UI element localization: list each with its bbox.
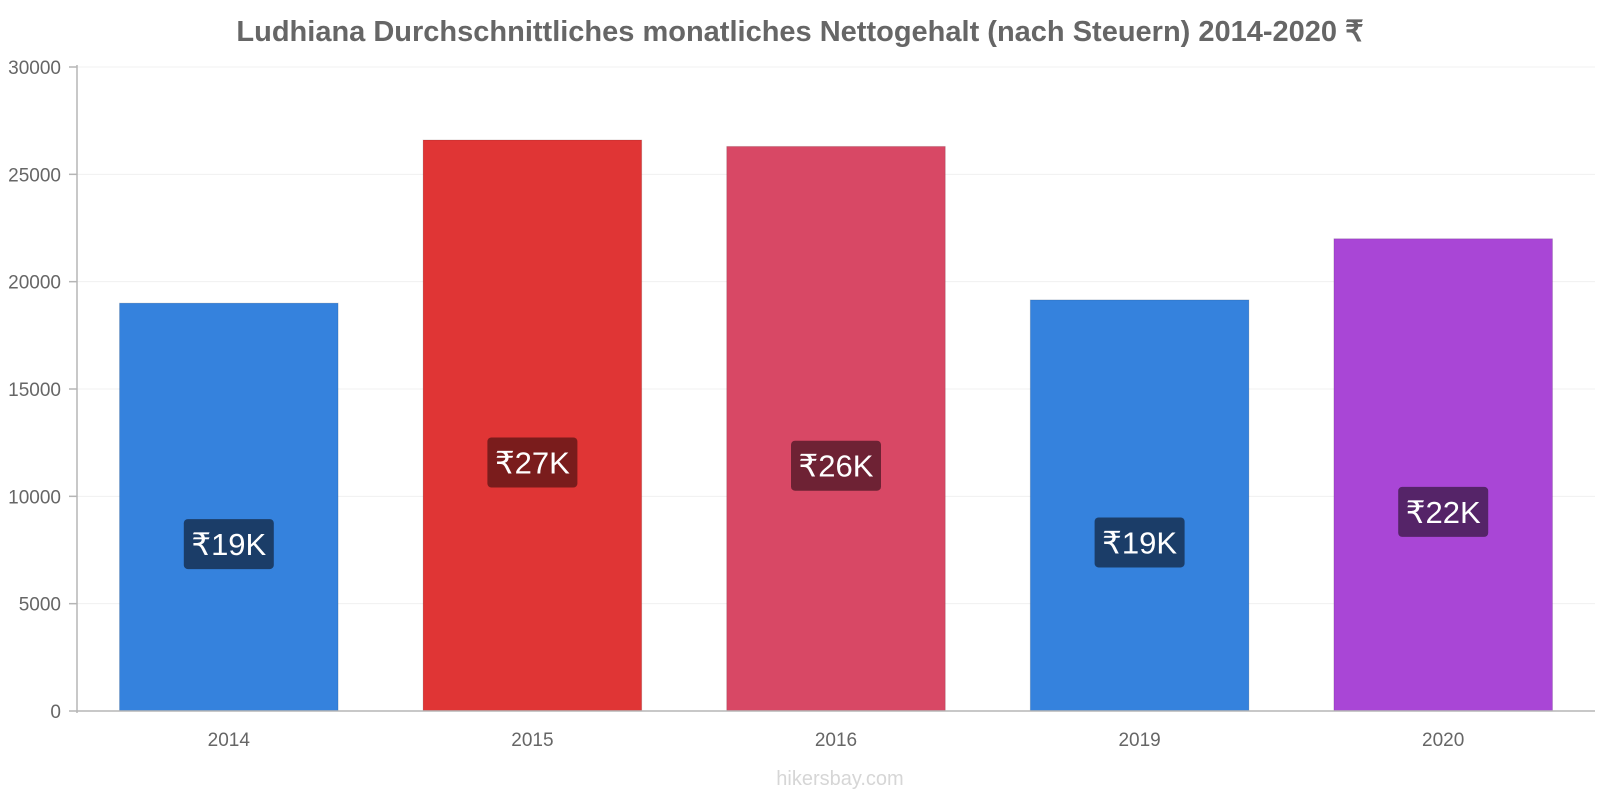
data-label-box — [183, 519, 274, 570]
bars — [119, 139, 1553, 712]
data-label: ₹19K — [191, 527, 266, 562]
y-tick-label: 20000 — [8, 273, 61, 294]
x-tick-label: 2015 — [511, 730, 553, 751]
chart-title: Ludhiana Durchschnittliches monatliches … — [236, 16, 1364, 48]
bar-2020 — [1333, 238, 1553, 712]
x-axis-ticks: 2014 2015 2016 2019 2020 — [208, 730, 1465, 751]
x-tick-label: 2016 — [815, 730, 857, 751]
data-label: ₹26K — [799, 449, 874, 484]
data-label-box — [791, 440, 881, 491]
y-axis-ticks: 0 5000 10000 15000 20000 25000 30000 — [8, 58, 77, 723]
y-tick-label: 15000 — [8, 380, 61, 401]
y-tick-label: 30000 — [8, 58, 61, 79]
y-tick-label: 25000 — [8, 165, 61, 186]
bar-2019 — [1029, 299, 1250, 712]
data-label: ₹22K — [1406, 495, 1481, 530]
data-label: ₹19K — [1102, 525, 1177, 560]
data-label-box — [1398, 486, 1489, 537]
y-tick-label: 5000 — [19, 595, 61, 616]
y-tick-label: 0 — [50, 702, 61, 723]
bar-2016 — [726, 145, 946, 712]
data-labels: ₹19K ₹27K ₹26K ₹19K ₹22K — [183, 437, 1489, 570]
bar-2014 — [119, 302, 339, 712]
x-tick-label: 2014 — [208, 730, 251, 751]
bar-2015 — [422, 139, 643, 712]
x-tick-label: 2019 — [1118, 730, 1160, 751]
data-label-box — [1094, 517, 1185, 568]
data-label: ₹27K — [495, 445, 570, 480]
y-tick-label: 10000 — [8, 487, 61, 508]
x-tick-label: 2020 — [1422, 730, 1464, 751]
data-label-box — [487, 437, 578, 488]
watermark: hikersbay.com — [776, 768, 904, 790]
